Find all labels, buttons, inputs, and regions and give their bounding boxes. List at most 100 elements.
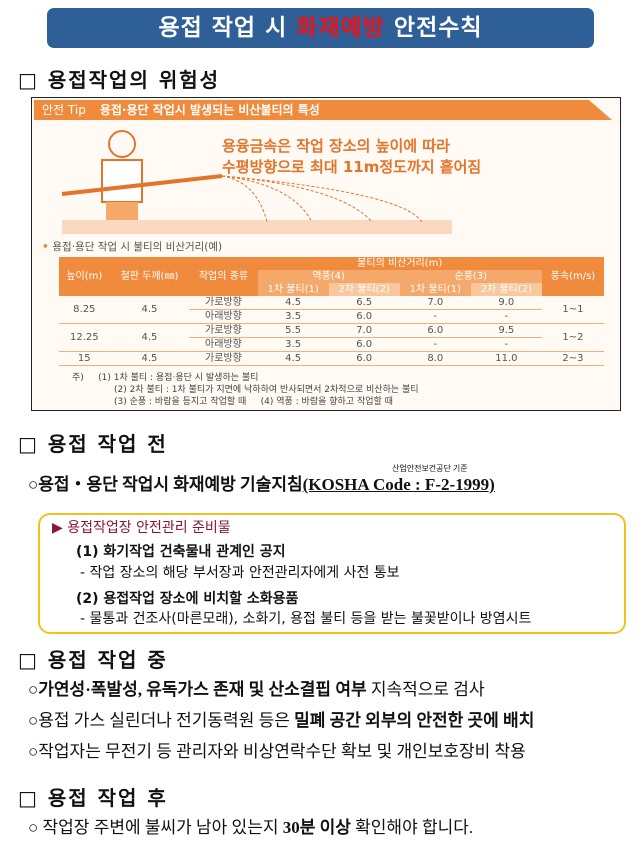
cell-t1: - [399,337,471,352]
cell-h2: 6.0 [328,351,400,366]
section-before-heading: □ 용접 작업 전 [18,432,168,456]
cell-t2: 11.0 [470,351,542,366]
table-row: 8.25 4.5 가로방향 4.5 6.5 7.0 9.0 1~1 [59,296,604,324]
cell-t2: - [470,337,542,352]
th-secondary: 2차 불티(2) [470,283,542,296]
cell-thickness: 4.5 [109,296,190,324]
note: (2) 2차 불티 : 1차 불티가 지면에 낙하하여 반사되면서 2차적으로 … [114,385,419,395]
item-1: (1) 화기작업 건축물내 관계인 공지 [76,544,286,560]
th-headwind: 역풍(4) [257,270,400,283]
cell-thickness: 4.5 [109,323,190,352]
th-primary: 1차 불티(1) [257,283,329,296]
kosha-code: (KOSHA Code : F-2-1999) [302,475,495,494]
cell-height: 12.25 [59,323,110,352]
during-bold: ○가연성·폭발성, 유독가스 존재 및 산소결핍 여부 [28,680,367,699]
tip-label: 안전 Tip [42,103,86,117]
torch [61,174,223,196]
spark-trails [221,175,423,223]
cell-wind: 1~1 [541,296,604,324]
th-thickness: 철판 두께(㎜) [109,257,190,296]
notes-label: 주) [72,373,84,383]
th-wind: 풍속(m/s) [541,257,604,296]
th-work-type: 작업의 종류 [189,257,258,296]
table-section: • 용접·용단 작업 시 불티의 비산거리(예) 높이(m) 철판 두께(㎜) 작업… [42,240,612,408]
cell-h1: 4.5 [257,351,329,366]
welder-illustration [61,130,452,234]
cell-thickness: 4.5 [109,351,190,366]
table-row: 15 4.5 가로방향 4.5 6.0 8.0 11.0 2~3 [59,351,604,366]
table-caption: • 용접·용단 작업 시 불티의 비산거리(예) [42,241,223,253]
th-secondary: 2차 불티(2) [328,283,400,296]
box-title-text: 용접작업장 안전관리 준비물 [67,520,231,536]
box-title: ▶ 용접작업장 안전관리 준비물 [52,519,231,537]
tip-title: 용접·용단 작업시 발생되는 비산불티의 특성 [99,103,320,117]
cell-t1: 6.0 [399,323,471,338]
after-bold: 30분 이상 [282,818,351,837]
item-2: (2) 용접작업 장소에 비치할 소화용품 [76,591,299,607]
guideline-text: ○용접・용단 작업시 화재예방 기술지침 [28,475,303,494]
after-text: ○ 작업장 주변에 불씨가 남아 있는지 [28,818,283,837]
table-row: 아래방향 3.5 6.0- - [59,309,604,324]
during-text: ○용접 가스 실린더나 전기동력원 등은 [28,711,295,730]
table-row: 12.25 4.5 가로방향 5.5 7.0 6.0 9.5 1~2 [59,323,604,352]
table-notes: 주) (1) 1차 불티 : 용접·용단 시 발생하는 불티 (2) 2차 불티… [72,372,612,408]
cell-h1: 3.5 [257,337,329,352]
th-primary: 1차 불티(1) [399,283,471,296]
cell-h1: 3.5 [257,309,329,324]
item-1-desc: - 작업 장소의 해당 부서장과 안전관리자에게 사전 통보 [80,565,400,581]
th-height: 높이(m) [59,257,110,296]
preparation-box: ▶ 용접작업장 안전관리 준비물 (1) 화기작업 건축물내 관계인 공지 - … [38,513,626,634]
cell-h2: 6.0 [328,337,400,352]
ground [62,220,452,234]
note: (1) 1차 불티 : 용접·용단 시 발생하는 불티 [98,373,259,383]
note: (3) 순풍 : 바람을 등지고 작업할 때 [114,397,247,407]
cell-h2: 6.5 [328,296,400,310]
cell-height: 8.25 [59,296,110,324]
tip-header: 안전 Tip 용접·용단 작업시 발생되는 비산불티의 특성 [34,100,612,120]
during-bold: 밀폐 공간 외부의 안전한 곳에 배치 [294,711,535,730]
cell-h1: 5.5 [257,323,329,338]
cell-type: 가로방향 [189,296,258,310]
cell-type: 가로방향 [189,323,258,338]
section-risk-heading: □ 용접작업의 위험성 [18,68,221,92]
section-after-heading: □ 용접 작업 후 [18,786,168,810]
section-during-heading: □ 용접 작업 중 [18,648,168,672]
worker-legs [106,202,138,220]
title-highlight: 화재예방 [296,15,385,41]
cell-type: 아래방향 [189,309,258,324]
during-item-3: ○작업자는 무전기 등 관리자와 비상연락수단 확보 및 개인보호장비 착용 [28,742,526,761]
during-item-1: ○가연성·폭발성, 유독가스 존재 및 산소결핍 여부 지속적으로 검사 [28,679,485,701]
after-item: ○ 작업장 주변에 불씨가 남아 있는지 30분 이상 확인해야 합니다. [28,817,473,839]
item-2-desc: - 물통과 건조사(마른모래), 소화기, 용접 불티 등을 받는 불꽃받이나 … [80,611,532,627]
during-text: 지속적으로 검사 [366,680,485,699]
note: (4) 역풍 : 바람을 향하고 작업할 때 [260,397,393,407]
infographic: 안전 Tip 용접·용단 작업시 발생되는 비산불티의 특성 용융금속은 작업 장… [31,97,621,411]
cell-type: 가로방향 [189,351,258,366]
after-text-end: 확인해야 합니다. [350,818,474,837]
cell-t2: 9.0 [470,296,542,310]
cell-t2: 9.5 [470,323,542,338]
during-item-2: ○용접 가스 실린더나 전기동력원 등은 밀폐 공간 외부의 안전한 곳에 배치 [28,710,534,732]
headline-line-2: 수평방향으로 최대 11m정도까지 흩어짐 [222,158,482,176]
th-tailwind: 순풍(3) [399,270,542,283]
cell-t1: 7.0 [399,296,471,310]
worker-body [101,159,143,203]
table-caption-text: 용접·용단 작업 시 불티의 비산거리(예) [52,241,223,253]
spark-distance-table: 높이(m) 철판 두께(㎜) 작업의 종류 불티의 비산거리(m) 풍속(m/s) 역풍… [59,257,604,366]
cell-h2: 7.0 [328,323,400,338]
code-note: 산업안전보건공단 기준 [392,464,468,473]
cell-t1: 8.0 [399,351,471,366]
worker-head [108,130,136,158]
title-text: 용접 작업 시 [158,15,297,41]
headline-line-1: 용융금속은 작업 장소의 높이에 따라 [222,137,450,155]
title-text-end: 안전수칙 [384,15,483,41]
cell-type: 아래방향 [189,337,258,352]
triangle-icon: ▶ [52,520,68,536]
kosha-guideline: ○용접・용단 작업시 화재예방 기술지침(KOSHA Code : F-2-19… [28,474,495,496]
cell-wind: 1~2 [541,323,604,352]
cell-t2: - [470,309,542,324]
cell-wind: 2~3 [541,351,604,366]
cell-h1: 4.5 [257,296,329,310]
th-distance: 불티의 비산거리(m) [257,257,542,270]
